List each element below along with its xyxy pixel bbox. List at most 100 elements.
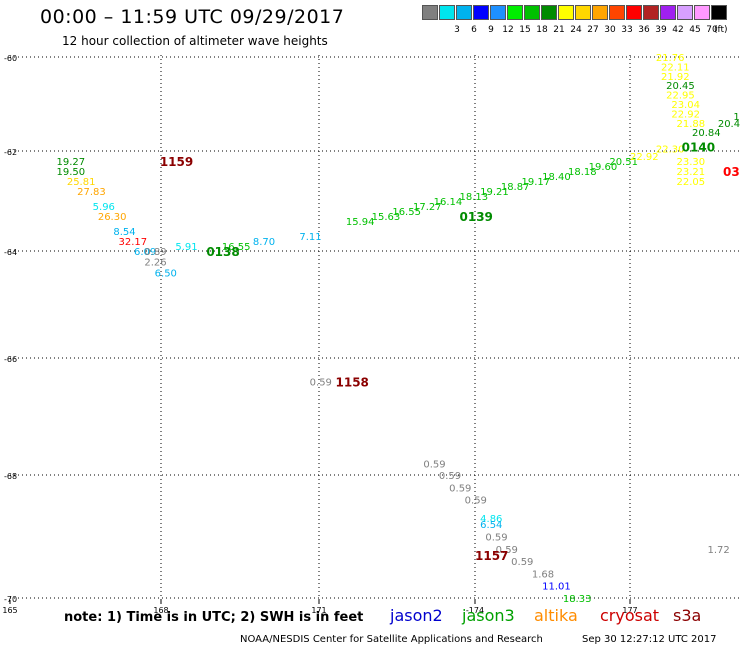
- time-label: 1159: [160, 155, 193, 169]
- wave-height-value: 17.27: [413, 202, 442, 213]
- lat-tick-label: -66: [4, 355, 17, 364]
- wave-height-value: 19.21: [480, 187, 509, 198]
- legend-swatch: [507, 5, 523, 20]
- wave-height-value: 21.88: [677, 119, 706, 130]
- wave-height-value: 21.76: [656, 53, 685, 64]
- legend-swatch: [473, 5, 489, 20]
- wave-height-value: 0.59: [465, 496, 487, 507]
- legend-swatch: [677, 5, 693, 20]
- wave-height-value: 22.92: [630, 152, 659, 163]
- satellite-cryosat: cryosat: [600, 606, 660, 625]
- lat-tick-label: -64: [4, 248, 17, 257]
- wave-height-value: 6.54: [480, 520, 502, 531]
- legend-label: 24: [570, 25, 582, 35]
- legend-label: 12: [502, 25, 514, 35]
- time-label: 1157: [475, 549, 508, 563]
- legend-label: 70: [706, 25, 718, 35]
- time-label: 03: [723, 165, 740, 179]
- wave-height-value: 1.68: [532, 569, 554, 580]
- legend-label: 18: [536, 25, 548, 35]
- wave-height-value: 14: [733, 112, 740, 123]
- wave-height-value: 19.27: [57, 157, 86, 168]
- legend-label: 36: [638, 25, 650, 35]
- wave-height-value: 19.50: [57, 167, 86, 178]
- credit-line: NOAA/NESDIS Center for Satellite Applica…: [240, 634, 543, 645]
- legend-label: 6: [471, 25, 477, 35]
- wave-height-value: 8.54: [113, 227, 135, 238]
- page-title: 00:00 – 11:59 UTC 09/29/2017: [40, 6, 345, 28]
- wave-height-value: 6.09: [134, 247, 156, 258]
- wave-height-value: 19.60: [589, 162, 618, 173]
- wave-height-value: 22.30: [656, 145, 685, 156]
- wave-height-value: 20.45: [718, 119, 740, 130]
- wave-height-value: 16.14: [434, 197, 463, 208]
- lon-tick-label: -174: [466, 606, 484, 615]
- legend-swatch: [541, 5, 557, 20]
- lon-tick-label: 168: [153, 606, 168, 615]
- wave-height-value: 0.59: [496, 545, 518, 556]
- wave-height-value: 0.59: [439, 471, 461, 482]
- wave-height-value: 22.95: [666, 91, 695, 102]
- wave-height-value: 18.87: [501, 182, 530, 193]
- satellite-s3a: s3a: [673, 606, 702, 625]
- wave-height-value: 18.40: [542, 172, 571, 183]
- wave-height-value: 8.70: [253, 237, 275, 248]
- legend-label: 15: [519, 25, 531, 35]
- legend-label: 39: [655, 25, 667, 35]
- legend-label: 42: [672, 25, 684, 35]
- wave-height-value: 5.96: [93, 202, 115, 213]
- time-label: 0139: [460, 210, 493, 224]
- legend-swatch: [558, 5, 574, 20]
- wave-height-value: 23.21: [677, 167, 706, 178]
- wave-height-value: 20.84: [692, 128, 721, 139]
- wave-height-value: 0.59: [511, 557, 533, 568]
- legend-swatch: [609, 5, 625, 20]
- wave-height-value: 15.94: [346, 217, 375, 228]
- legend-swatch: [439, 5, 455, 20]
- wave-height-value: 0.59: [449, 483, 471, 494]
- wave-height-value: 16.55: [392, 207, 421, 218]
- wave-height-value: 23.04: [671, 100, 700, 111]
- page-subtitle: 12 hour collection of altimeter wave hei…: [62, 34, 328, 48]
- wave-height-value: 22.92: [671, 109, 700, 120]
- legend-swatch: [422, 5, 438, 20]
- wave-height-value: 4.86: [480, 514, 502, 525]
- satellite-jason3: jason3: [462, 606, 515, 625]
- legend-swatch: [456, 5, 472, 20]
- legend-label: 30: [604, 25, 616, 35]
- legend-swatch: [490, 5, 506, 20]
- wave-height-value: 18.33: [563, 594, 592, 605]
- wave-height-value: 0.59: [310, 377, 332, 388]
- satellite-jason2: jason2: [390, 606, 443, 625]
- wave-height-value: 1.72: [708, 545, 730, 556]
- legend-swatch: [660, 5, 676, 20]
- wave-height-value: 18.13: [460, 192, 489, 203]
- lat-tick-label: -62: [4, 148, 17, 157]
- legend-label: 45: [689, 25, 701, 35]
- lat-tick-label: -60: [4, 54, 17, 63]
- time-label: 0140: [682, 140, 715, 154]
- legend-unit: (ft): [714, 25, 728, 35]
- lon-tick-label: 171: [311, 606, 326, 615]
- wave-height-value: 7.11: [299, 232, 321, 243]
- legend-label: 33: [621, 25, 633, 35]
- timestamp: Sep 30 12:27:12 UTC 2017: [582, 634, 717, 645]
- wave-height-value: 22.05: [677, 177, 706, 188]
- lon-tick-label: 165: [2, 606, 17, 615]
- wave-height-value: 20.51: [609, 157, 638, 168]
- footer-note: note: 1) Time is in UTC; 2) SWH is in fe…: [64, 610, 364, 625]
- legend-swatch: [626, 5, 642, 20]
- time-label: 1158: [336, 375, 369, 389]
- lat-tick-label: -70: [4, 595, 17, 604]
- legend-swatch: [711, 5, 727, 20]
- legend-label: 27: [587, 25, 599, 35]
- lat-tick-label: -68: [4, 472, 17, 481]
- wave-height-value: 27.83: [77, 187, 106, 198]
- wave-height-value: 11.01: [542, 582, 571, 593]
- legend-swatch: [694, 5, 710, 20]
- wave-height-value: 16.55: [222, 242, 251, 253]
- legend-label: 3: [454, 25, 460, 35]
- wave-height-value: 0.59: [485, 533, 507, 544]
- legend-swatch: [524, 5, 540, 20]
